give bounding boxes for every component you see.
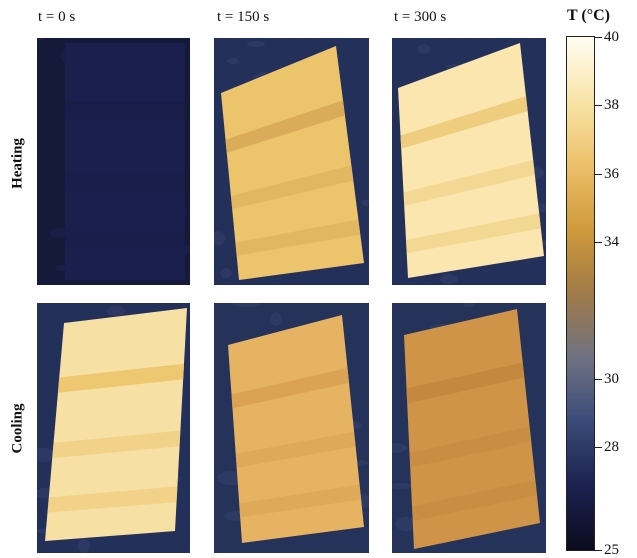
- thermal-image-cooling-t0: [37, 303, 190, 553]
- background-texture: [107, 306, 125, 316]
- background-texture: [37, 38, 43, 41]
- column-label-t150: t = 150 s: [217, 9, 270, 25]
- sample-band: [65, 173, 185, 190]
- colorbar-tick-label: 28: [604, 439, 619, 455]
- sample-band: [47, 486, 178, 513]
- background-texture: [418, 44, 430, 54]
- background-texture: [37, 448, 57, 462]
- colorbar-tick: [595, 550, 602, 551]
- colorbar-tick-label: 30: [604, 371, 619, 387]
- colorbar-tick: [595, 447, 602, 448]
- sample-band: [57, 363, 184, 393]
- sample-band: [406, 213, 541, 254]
- thermal-image-cooling-t150: [214, 303, 369, 553]
- row-label-heating: Heating: [9, 138, 26, 189]
- thermal-image-heating-t300: [392, 38, 546, 285]
- sample-band: [403, 160, 535, 206]
- sample-band: [235, 219, 361, 256]
- colorbar-tick-label: 25: [604, 542, 619, 558]
- background-texture: [361, 200, 369, 206]
- background-texture: [50, 228, 68, 238]
- thermal-image-heating-t150: [214, 38, 369, 285]
- colorbar-gradient: [566, 36, 595, 551]
- background-texture: [247, 41, 265, 47]
- background-texture: [463, 303, 475, 307]
- sample-band: [231, 368, 350, 409]
- sample-band: [412, 480, 538, 522]
- colorbar-tick: [595, 242, 602, 243]
- sample-band: [239, 484, 362, 518]
- background-texture: [227, 58, 239, 64]
- background-texture: [78, 539, 90, 553]
- sample-band: [235, 431, 356, 468]
- sample-band: [225, 100, 345, 153]
- colorbar-tick: [595, 37, 602, 38]
- sample-band: [65, 102, 185, 119]
- colorbar-title: T (°C): [567, 7, 610, 24]
- background-texture: [392, 443, 407, 453]
- sample-band: [65, 232, 185, 250]
- sample-band: [52, 430, 181, 459]
- colorbar-tick: [595, 174, 602, 175]
- sample-surface: [398, 43, 544, 278]
- row-label-cooling: Cooling: [9, 403, 26, 454]
- sample-band: [409, 426, 532, 468]
- column-label-t0: t = 0 s: [38, 9, 76, 25]
- background-texture: [231, 303, 261, 307]
- colorbar-tick-label: 36: [604, 166, 619, 182]
- sample-band: [230, 165, 354, 209]
- sample-band: [400, 96, 528, 149]
- background-texture: [220, 268, 232, 278]
- sample-surface: [221, 46, 364, 280]
- sample-band: [406, 362, 525, 404]
- sample-surface: [45, 308, 187, 541]
- column-label-t300: t = 300 s: [394, 9, 447, 25]
- colorbar-tick-label: 40: [604, 29, 619, 45]
- colorbar-tick: [595, 105, 602, 106]
- background-texture: [214, 231, 225, 245]
- background-texture: [440, 274, 458, 284]
- background-texture: [270, 312, 282, 326]
- colorbar-tick-label: 38: [604, 97, 619, 113]
- colorbar-tick: [595, 379, 602, 380]
- colorbar-tick-label: 34: [604, 234, 619, 250]
- thermal-image-heating-t0: [37, 38, 190, 285]
- background-texture: [392, 483, 413, 489]
- thermal-image-cooling-t300: [392, 303, 546, 553]
